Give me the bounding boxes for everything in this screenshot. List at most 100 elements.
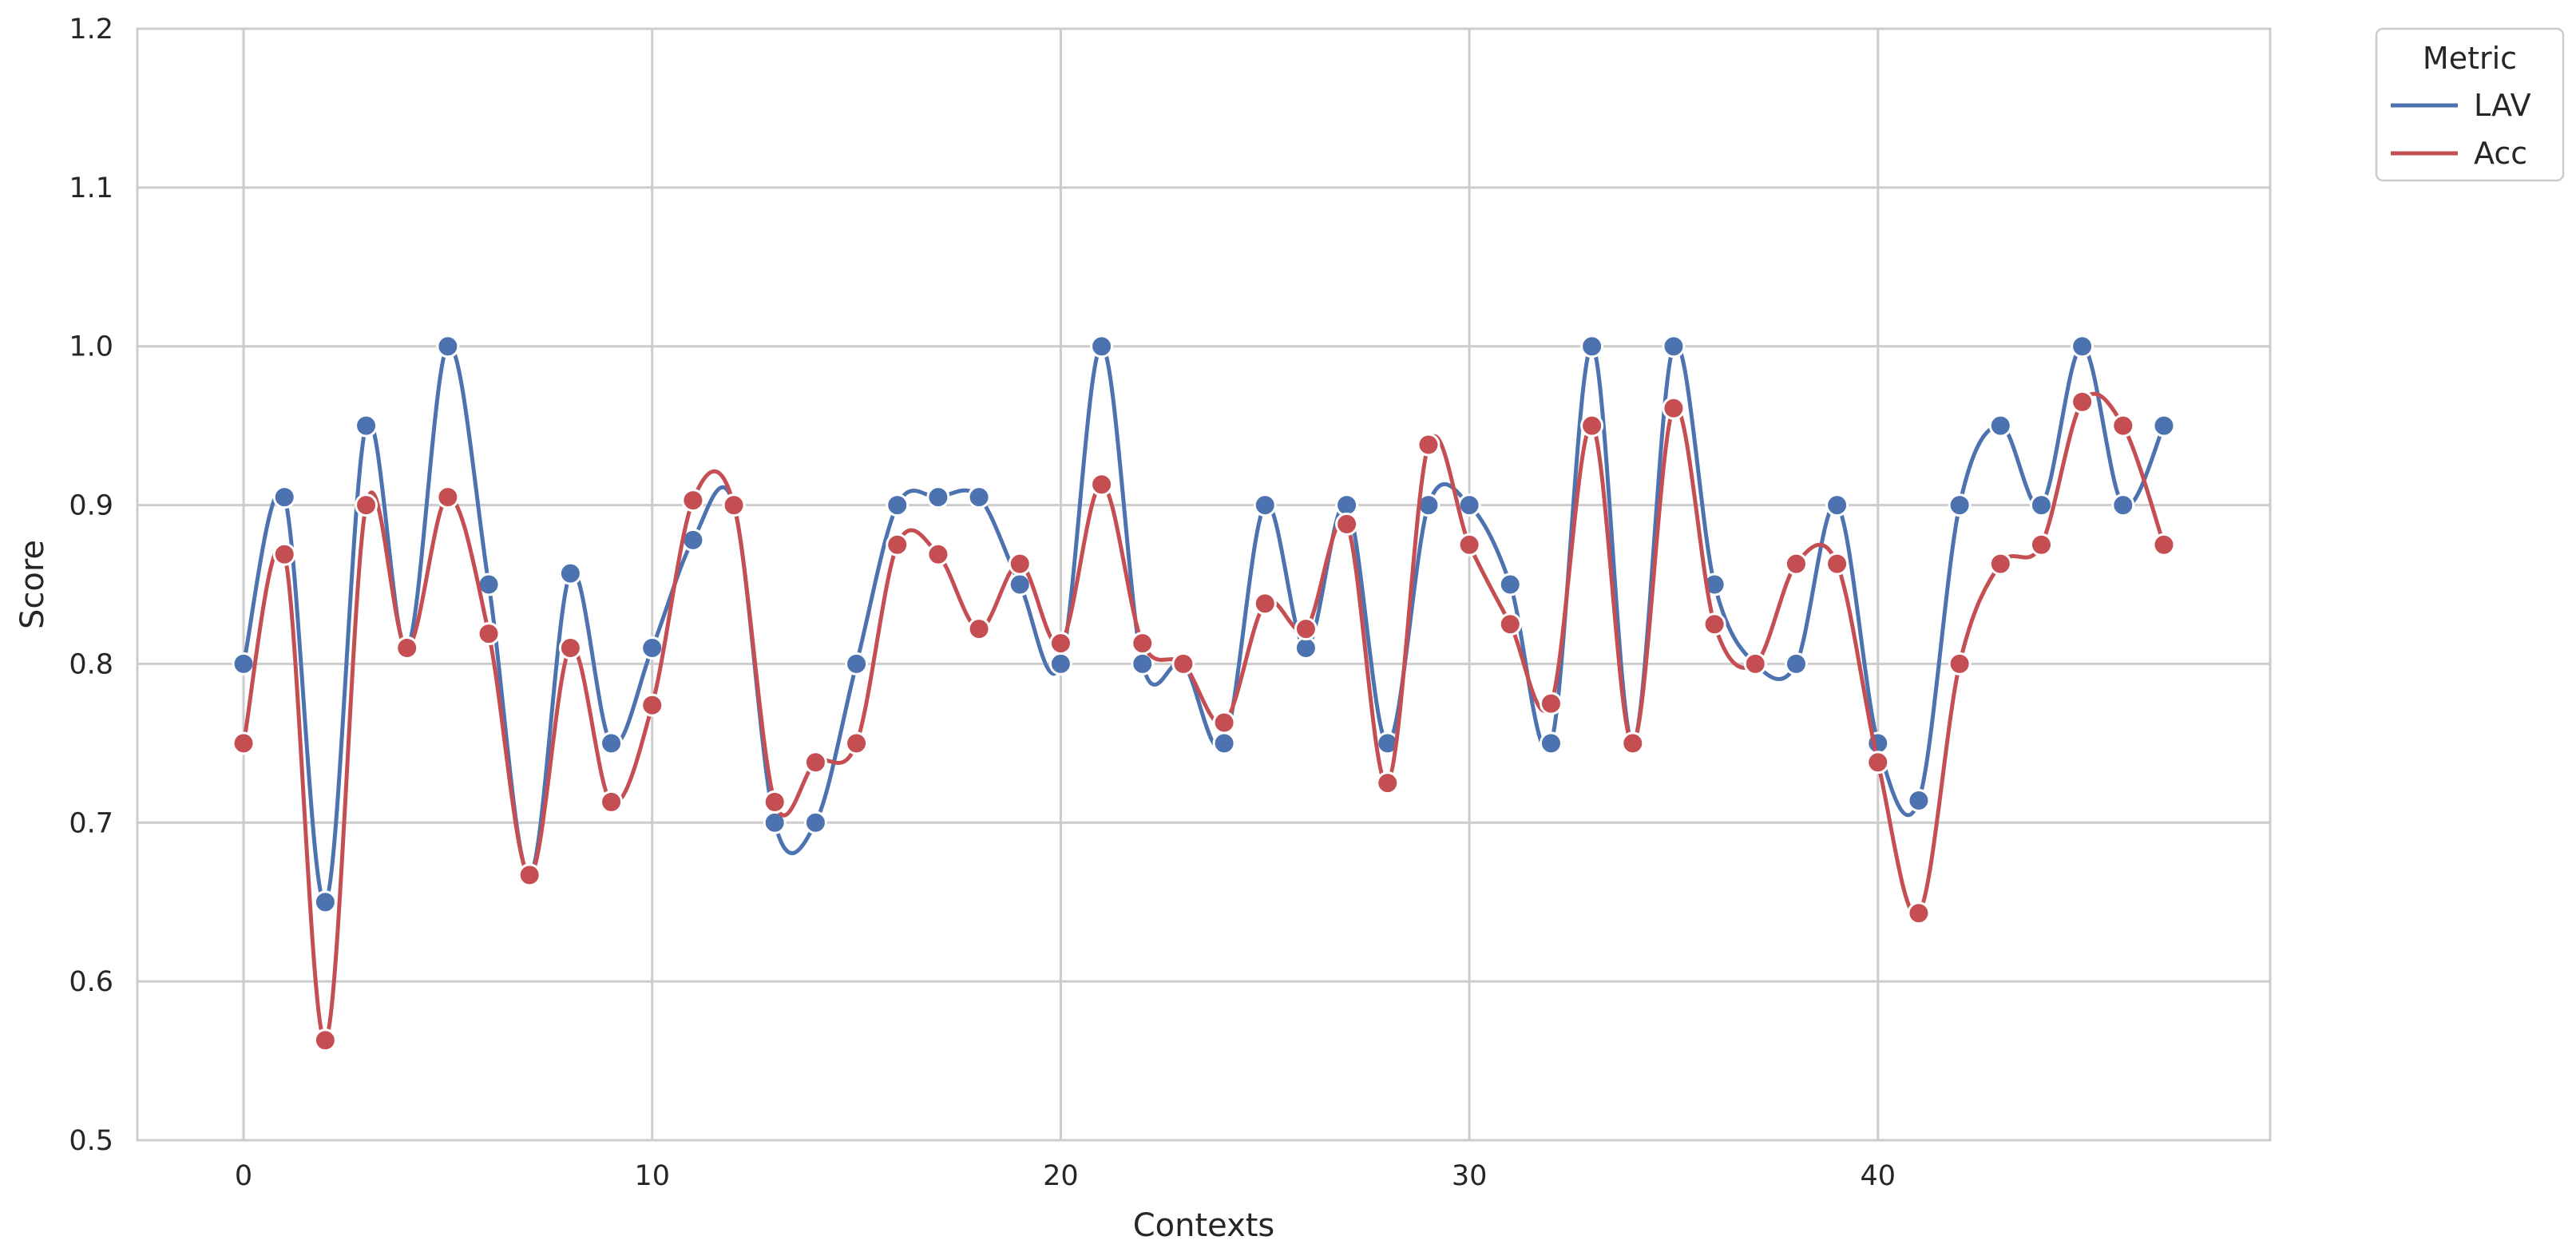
data-point-lav: [640, 636, 664, 660]
data-point-lav: [1825, 493, 1849, 517]
data-point-acc: [1171, 652, 1195, 676]
data-point-lav: [355, 414, 378, 438]
data-point-lav: [967, 485, 991, 509]
data-point-acc: [967, 617, 991, 641]
data-point-acc: [886, 533, 910, 557]
x-tick-label: 40: [1861, 1160, 1896, 1192]
data-point-acc: [1253, 592, 1277, 616]
data-point-acc: [395, 636, 419, 660]
data-point-lav: [313, 890, 337, 914]
data-point-lav: [1335, 493, 1359, 517]
data-point-acc: [1948, 652, 1972, 676]
data-point-acc: [1376, 771, 1400, 795]
data-point-acc: [477, 622, 501, 646]
series-acc: [232, 390, 2176, 1052]
data-point-lav: [1294, 636, 1318, 660]
data-point-lav: [232, 652, 256, 676]
data-point-acc: [1988, 552, 2012, 576]
data-point-acc: [1131, 632, 1155, 656]
data-point-acc: [436, 485, 460, 509]
data-point-acc: [355, 493, 378, 517]
y-tick-label: 1.2: [69, 14, 113, 46]
data-point-acc: [1621, 731, 1645, 755]
data-point-acc: [640, 693, 664, 717]
data-point-acc: [272, 542, 296, 566]
legend: Metric LAV Acc: [2375, 27, 2565, 182]
data-point-acc: [558, 636, 582, 660]
data-point-acc: [1090, 473, 1114, 497]
series-layer: [232, 335, 2176, 1052]
data-point-lav: [1090, 335, 1114, 359]
data-point-lav: [1008, 573, 1032, 596]
y-tick-label: 0.5: [69, 1125, 113, 1157]
data-point-lav: [600, 731, 624, 755]
data-point-acc: [600, 790, 624, 814]
data-point-acc: [1907, 901, 1931, 925]
data-point-lav: [1662, 335, 1686, 359]
data-point-lav: [1988, 414, 2012, 438]
y-tick-label: 0.8: [69, 648, 113, 680]
data-point-acc: [1866, 751, 1890, 775]
data-point-lav: [1539, 731, 1563, 755]
data-point-lav: [886, 493, 910, 517]
data-point-lav: [926, 485, 950, 509]
data-point-lav: [1948, 493, 1972, 517]
y-tick-label: 1.1: [69, 172, 113, 204]
data-point-acc: [803, 751, 827, 775]
data-point-acc: [1008, 552, 1032, 576]
data-point-acc: [232, 731, 256, 755]
data-point-acc: [2152, 533, 2176, 557]
x-tick-label: 30: [1452, 1160, 1488, 1192]
y-tick-label: 0.6: [69, 966, 113, 998]
y-tick-label: 0.9: [69, 490, 113, 522]
data-point-acc: [722, 493, 746, 517]
data-point-acc: [845, 731, 869, 755]
data-point-acc: [1335, 512, 1359, 536]
x-tick-label: 20: [1043, 1160, 1079, 1192]
x-tick-label: 0: [235, 1160, 252, 1192]
data-point-acc: [681, 489, 705, 513]
data-point-acc: [1539, 691, 1563, 715]
data-point-acc: [1662, 396, 1686, 420]
data-point-lav: [1580, 335, 1604, 359]
data-point-lav: [2071, 335, 2094, 359]
data-point-acc: [1417, 433, 1441, 457]
data-point-lav: [558, 561, 582, 585]
data-point-lav: [436, 335, 460, 359]
data-point-acc: [1784, 552, 1808, 576]
data-point-acc: [1048, 632, 1072, 656]
data-point-lav: [2111, 493, 2135, 517]
y-tick-label: 1.0: [69, 331, 113, 363]
x-tick-label: 10: [634, 1160, 670, 1192]
plot-frame: [136, 27, 2272, 1142]
data-point-lav: [845, 652, 869, 676]
legend-label-acc: Acc: [2474, 136, 2527, 171]
data-point-lav: [1253, 493, 1277, 517]
data-point-lav: [1457, 493, 1481, 517]
legend-title: Metric: [2423, 41, 2517, 76]
legend-label-lav: LAV: [2474, 88, 2531, 123]
data-point-lav: [1212, 731, 1236, 755]
data-point-acc: [1294, 617, 1318, 641]
data-point-acc: [763, 790, 787, 814]
legend-entries: LAV Acc: [2391, 88, 2531, 171]
data-point-acc: [1498, 612, 1522, 636]
data-point-acc: [1825, 552, 1849, 576]
data-point-acc: [2071, 390, 2094, 414]
data-point-acc: [1457, 533, 1481, 557]
data-point-acc: [1580, 414, 1604, 438]
data-point-lav: [803, 810, 827, 834]
y-tick-label: 0.7: [69, 807, 113, 839]
data-point-acc: [2111, 414, 2135, 438]
data-point-lav: [272, 485, 296, 509]
data-point-acc: [1702, 612, 1726, 636]
data-point-lav: [1048, 652, 1072, 676]
data-point-acc: [926, 542, 950, 566]
data-point-lav: [1907, 788, 1931, 812]
legend-box: [2375, 27, 2565, 182]
y-axis-title: Score: [14, 540, 51, 629]
x-axis-title: Contexts: [1133, 1207, 1275, 1244]
